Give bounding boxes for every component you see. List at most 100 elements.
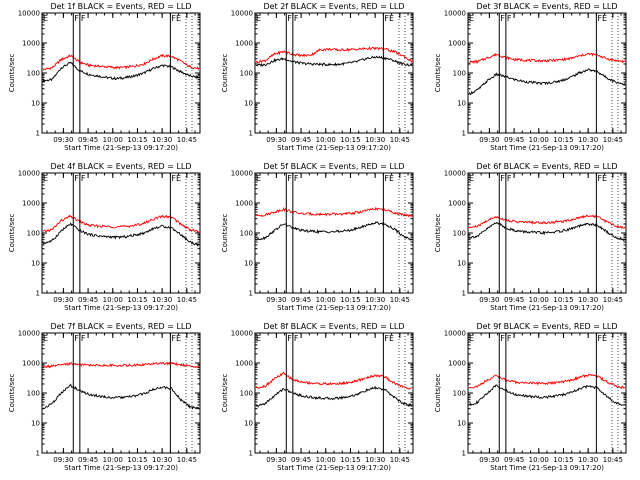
- x-tick-label: 09:45: [291, 136, 311, 144]
- x-tick-label: 10:30: [152, 456, 172, 464]
- chart-title: Det 6f BLACK = Events, RED = LLD: [476, 162, 617, 171]
- lld-series-line: [468, 214, 626, 229]
- y-tick-label: 1000: [448, 200, 466, 208]
- marker-label: F: [287, 174, 292, 183]
- y-tick-label: 10000: [18, 10, 40, 18]
- marker-label: E: [43, 334, 48, 343]
- marker-label: FE: [597, 334, 607, 343]
- x-tick-label: 10:15: [553, 456, 573, 464]
- y-tick-label: 10000: [231, 170, 253, 178]
- marker-label: FE: [384, 14, 394, 23]
- marker-label: FE: [597, 14, 607, 23]
- y-tick-label: 10000: [231, 10, 253, 18]
- y-tick-label: 100: [27, 70, 40, 78]
- x-tick-label: 09:30: [53, 296, 73, 304]
- x-tick-label: 10:30: [152, 136, 172, 144]
- marker-label: E: [43, 174, 48, 183]
- y-tick-label: 1: [36, 290, 40, 298]
- events-series-line: [42, 61, 200, 83]
- x-tick-label: 10:30: [365, 296, 385, 304]
- marker-label: FE: [384, 334, 394, 343]
- y-axis-label: Counts/sec: [434, 214, 442, 253]
- marker-label: F: [74, 174, 79, 183]
- marker-label: F: [500, 14, 505, 23]
- plot-frame: [467, 12, 627, 134]
- x-tick-label: 10:15: [553, 296, 573, 304]
- x-tick-label: 10:00: [316, 296, 336, 304]
- y-tick-label: 10: [31, 420, 40, 428]
- marker-label: E: [469, 14, 474, 23]
- chart-panel-5: Det 5f BLACK = Events, RED = LLD 1 10 100 10…: [221, 162, 414, 312]
- marker-label: E: [256, 334, 261, 343]
- marker-label: F: [74, 334, 79, 343]
- y-tick-label: 10: [31, 260, 40, 268]
- lld-series-line: [42, 214, 200, 233]
- x-tick-label: 09:45: [291, 296, 311, 304]
- x-tick-label: 10:15: [340, 296, 360, 304]
- x-tick-label: 09:45: [78, 296, 98, 304]
- y-tick-label: 10000: [444, 10, 466, 18]
- x-tick-label: 09:30: [266, 456, 286, 464]
- y-tick-label: 1000: [235, 360, 253, 368]
- y-tick-label: 10: [457, 260, 466, 268]
- marker-label: FE: [171, 334, 181, 343]
- x-tick-label: 09:45: [504, 456, 524, 464]
- marker-label: F: [294, 334, 299, 343]
- x-tick-label: 10:15: [553, 136, 573, 144]
- x-tick-label: 10:30: [152, 296, 172, 304]
- y-tick-label: 10: [457, 420, 466, 428]
- y-tick-label: 100: [27, 390, 40, 398]
- x-tick-label: 10:45: [603, 456, 623, 464]
- plot-frame: [41, 172, 201, 294]
- chart-panel-7: Det 7f BLACK = Events, RED = LLD 1 10 100 10…: [8, 322, 201, 472]
- events-series-line: [468, 68, 626, 95]
- x-tick-label: 10:00: [103, 136, 123, 144]
- y-tick-label: 1: [462, 130, 466, 138]
- lld-series-line: [468, 52, 626, 65]
- x-tick-label: 10:30: [578, 456, 598, 464]
- x-axis-label: Start Time (21-Sep-13 09:17:20): [64, 304, 178, 312]
- y-tick-label: 10: [244, 260, 253, 268]
- chart-panel-9: Det 9f BLACK = Events, RED = LLD 1 10 100 10…: [434, 322, 627, 472]
- y-tick-label: 1: [36, 130, 40, 138]
- chart-panel-2: Det 2f BLACK = Events, RED = LLD 1 10 100 10…: [221, 2, 414, 152]
- events-series-line: [255, 55, 413, 67]
- x-tick-label: 10:45: [390, 136, 410, 144]
- marker-label: F: [287, 14, 292, 23]
- x-tick-label: 10:45: [603, 296, 623, 304]
- y-axis-label: Counts/sec: [8, 214, 16, 253]
- events-series-line: [255, 221, 413, 241]
- y-tick-label: 10000: [231, 330, 253, 338]
- x-tick-label: 09:45: [78, 136, 98, 144]
- x-tick-label: 10:15: [340, 456, 360, 464]
- y-tick-label: 1000: [22, 40, 40, 48]
- marker-label: FE: [384, 174, 394, 183]
- y-tick-label: 10: [244, 100, 253, 108]
- x-tick-label: 09:45: [504, 296, 524, 304]
- y-tick-label: 10: [244, 420, 253, 428]
- plot-frame: [41, 332, 201, 454]
- x-tick-label: 09:30: [479, 296, 499, 304]
- y-axis-label: Counts/sec: [221, 374, 229, 413]
- y-tick-label: 1: [249, 290, 253, 298]
- lld-series-line: [42, 53, 200, 71]
- chart-panel-8: Det 8f BLACK = Events, RED = LLD 1 10 100 10…: [221, 322, 414, 472]
- x-tick-label: 10:00: [103, 296, 123, 304]
- y-tick-label: 1: [462, 290, 466, 298]
- x-tick-label: 09:30: [53, 456, 73, 464]
- marker-label: E: [469, 334, 474, 343]
- x-tick-label: 10:00: [529, 136, 549, 144]
- y-tick-label: 1000: [235, 40, 253, 48]
- events-series-line: [468, 384, 626, 407]
- y-tick-label: 100: [453, 230, 466, 238]
- y-tick-label: 10000: [18, 330, 40, 338]
- x-axis-label: Start Time (21-Sep-13 09:17:20): [277, 464, 391, 472]
- events-series-line: [255, 385, 413, 408]
- events-series-line: [42, 222, 200, 247]
- chart-title: Det 4f BLACK = Events, RED = LLD: [50, 162, 191, 171]
- x-tick-label: 10:15: [127, 136, 147, 144]
- y-tick-label: 1000: [448, 40, 466, 48]
- marker-label: F: [500, 174, 505, 183]
- marker-label: F: [294, 174, 299, 183]
